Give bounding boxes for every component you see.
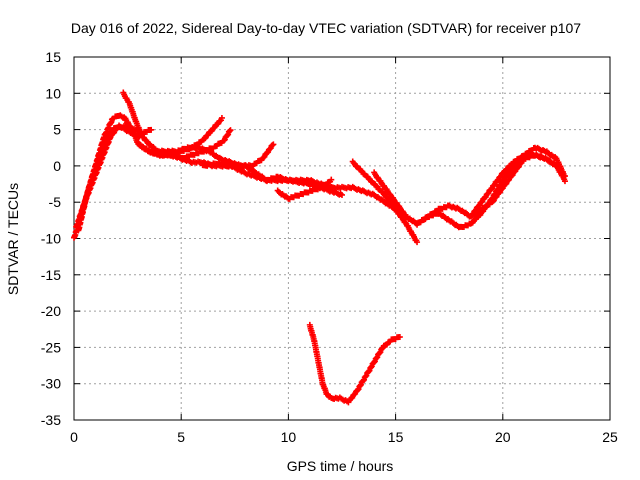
series-arc-14 xyxy=(306,321,403,406)
y-tick-label: 5 xyxy=(53,122,61,138)
data-point xyxy=(226,127,233,134)
x-tick-label: 25 xyxy=(602,429,618,445)
data-point xyxy=(561,173,568,180)
data-point xyxy=(148,126,155,133)
series-arc-9 xyxy=(274,176,335,202)
x-axis-label: GPS time / hours xyxy=(287,458,394,474)
data-series xyxy=(71,89,568,406)
series-arc-5 xyxy=(135,114,225,159)
data-point xyxy=(396,334,403,341)
series-arc-6 xyxy=(178,127,234,162)
y-tick-label: -20 xyxy=(41,303,61,319)
data-point xyxy=(224,132,231,139)
x-tick-label: 20 xyxy=(495,429,511,445)
data-point xyxy=(328,176,335,183)
data-point xyxy=(339,191,345,198)
x-tick-label: 10 xyxy=(281,429,297,445)
x-tick-label: 0 xyxy=(70,429,78,445)
y-tick-label: -10 xyxy=(41,231,61,247)
y-tick-label: 0 xyxy=(53,158,61,174)
data-point xyxy=(227,127,234,134)
y-tick-label: -30 xyxy=(41,376,61,392)
y-tick-label: -15 xyxy=(41,267,61,283)
y-tick-label: 15 xyxy=(45,49,61,65)
data-point xyxy=(553,163,560,170)
y-tick-label: -25 xyxy=(41,339,61,355)
y-tick-label: 10 xyxy=(45,85,61,101)
y-axis-label: SDTVAR / TECUs xyxy=(5,183,21,295)
y-tick-label: -5 xyxy=(49,194,62,210)
y-tick-label: -35 xyxy=(41,412,61,428)
axis-ticks: 0 5 10 15 20 25 15 10 5 0 -5 -10 -15 -20 -25 -30 -35 xyxy=(41,49,618,445)
data-point xyxy=(414,239,421,246)
data-point xyxy=(270,141,277,148)
x-tick-label: 5 xyxy=(177,429,185,445)
series-arc-13 xyxy=(467,151,560,219)
data-point xyxy=(561,178,568,185)
chart-title: Day 016 of 2022, Sidereal Day-to-day VTE… xyxy=(71,20,581,36)
data-point xyxy=(218,114,225,121)
data-point xyxy=(221,137,228,144)
x-tick-label: 15 xyxy=(388,429,404,445)
